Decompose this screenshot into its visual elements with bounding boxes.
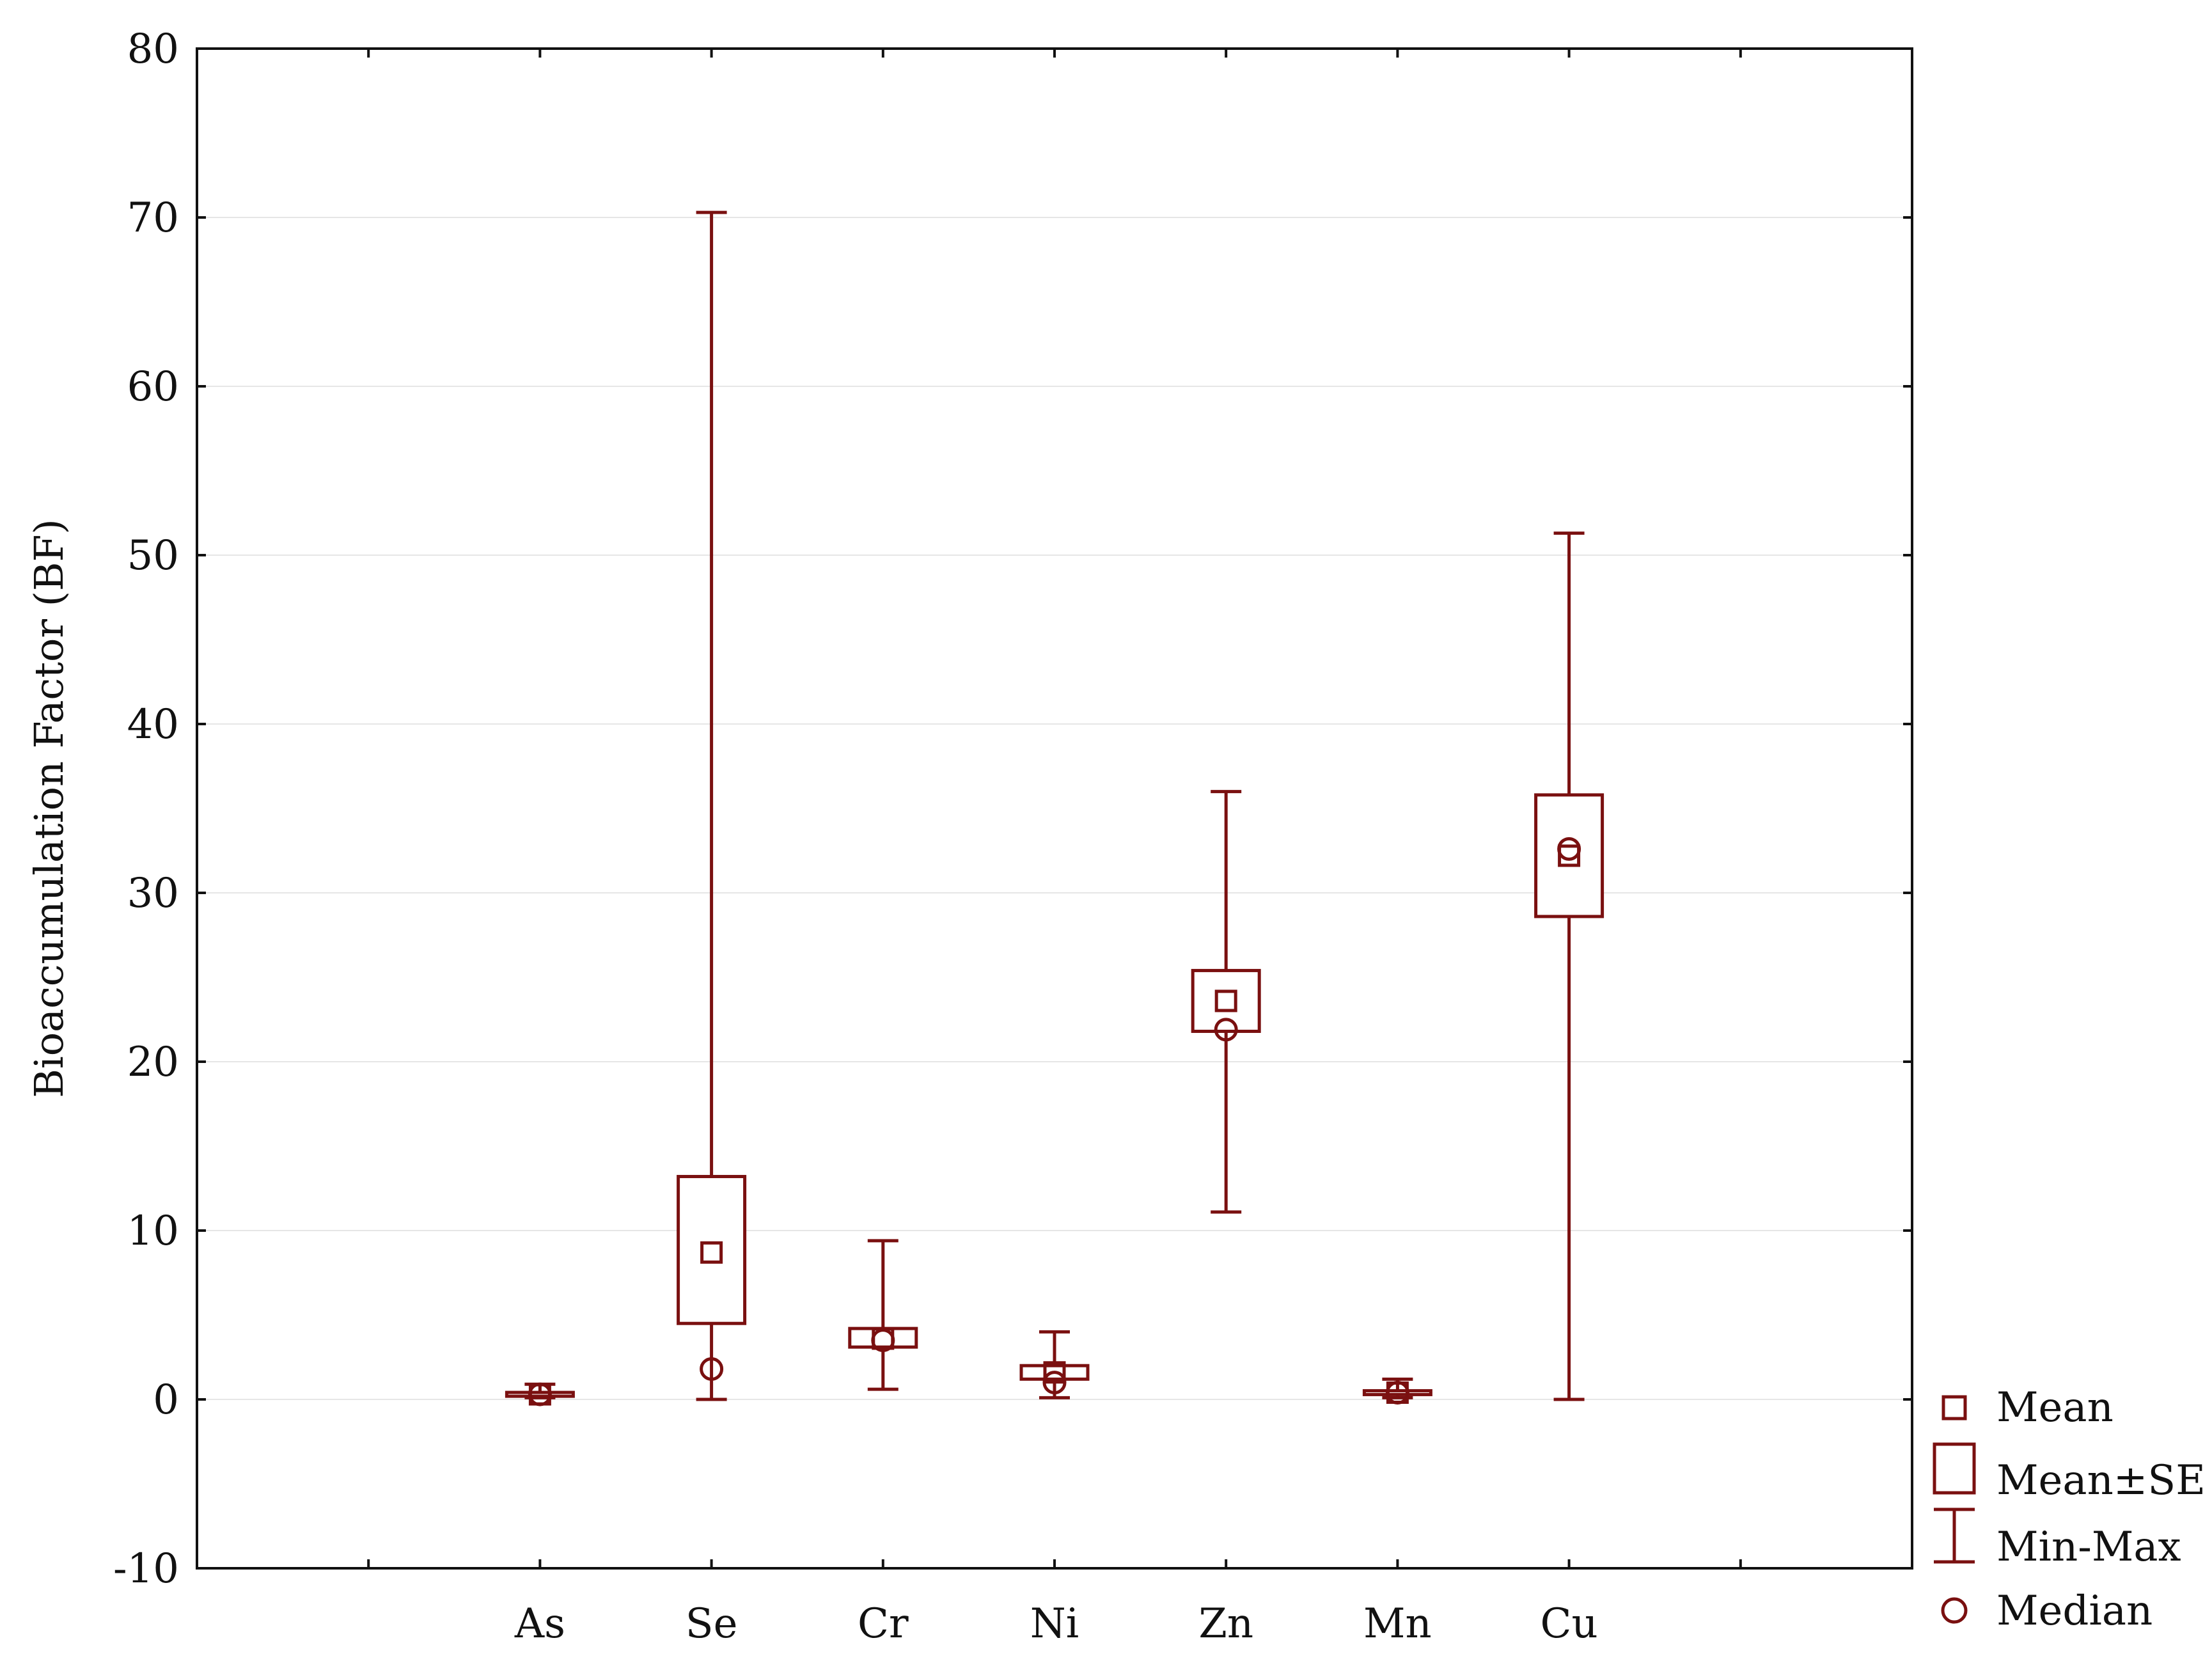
x-tick-label: Se: [686, 1600, 738, 1648]
se-box: [505, 1390, 575, 1398]
y-tick-label: 70: [127, 194, 179, 242]
x-tick-label: Cu: [1541, 1600, 1598, 1648]
x-tick-label: Cr: [858, 1600, 909, 1648]
legend-label-mean: Mean: [1996, 1384, 2114, 1431]
y-tick-label: -10: [113, 1545, 179, 1593]
x-tick-label: Mn: [1363, 1600, 1432, 1648]
legend-median-icon: [1941, 1597, 1968, 1624]
median-marker: [700, 1357, 724, 1381]
se-box: [677, 1175, 747, 1325]
median-marker: [1557, 837, 1581, 861]
se-box: [1362, 1389, 1432, 1396]
y-tick-label: 20: [127, 1039, 179, 1086]
y-tick-label: 80: [127, 26, 179, 73]
grid-lines: [197, 217, 1912, 1400]
se-box: [1191, 968, 1261, 1033]
median-marker: [1214, 1018, 1238, 1042]
x-tick-label: Ni: [1030, 1600, 1079, 1648]
legend: Mean Mean±SE Min-Max Median: [1933, 1384, 2206, 1635]
box-se: [677, 210, 747, 1401]
median-marker: [528, 1382, 552, 1406]
legend-mean-icon: [1941, 1395, 1967, 1421]
legend-label-median: Median: [1996, 1587, 2153, 1635]
y-axis-title: Bioaccumulation Factor (BF): [26, 519, 72, 1098]
se-box: [1534, 793, 1604, 918]
box-zn: [1191, 790, 1261, 1214]
y-tick-label: 10: [127, 1208, 179, 1255]
median-marker: [1042, 1371, 1067, 1395]
y-tick-label: 50: [127, 532, 179, 579]
axis-ticks: [197, 47, 1912, 1570]
mean-marker: [700, 1241, 723, 1264]
box-marks: [505, 210, 1604, 1406]
y-tick-labels: -10 0 10 20 30 40 50 60 70 80: [113, 26, 179, 1593]
legend-se-icon: [1933, 1442, 1976, 1495]
median-marker: [1385, 1380, 1409, 1405]
box-ni: [1019, 1330, 1090, 1399]
x-tick-label: Zn: [1198, 1600, 1253, 1648]
box-cr: [848, 1239, 918, 1391]
box-cu: [1534, 531, 1604, 1401]
legend-label-se: Mean±SE: [1996, 1457, 2206, 1504]
plot-frame: [196, 47, 1913, 1570]
y-tick-label: 30: [127, 870, 179, 917]
box-mn: [1362, 1377, 1432, 1405]
legend-label-minmax: Min-Max: [1996, 1523, 2181, 1571]
mean-marker: [1043, 1361, 1066, 1384]
y-tick-label: 40: [127, 701, 179, 748]
x-tick-labels: As Se Cr Ni Zn Mn Cu: [514, 1600, 1598, 1648]
median-marker: [871, 1328, 895, 1353]
y-tick-label: 60: [127, 363, 179, 411]
x-tick-label: As: [514, 1600, 565, 1648]
box-as: [505, 1382, 575, 1406]
mean-marker: [1214, 989, 1237, 1012]
y-tick-label: 0: [153, 1376, 179, 1424]
